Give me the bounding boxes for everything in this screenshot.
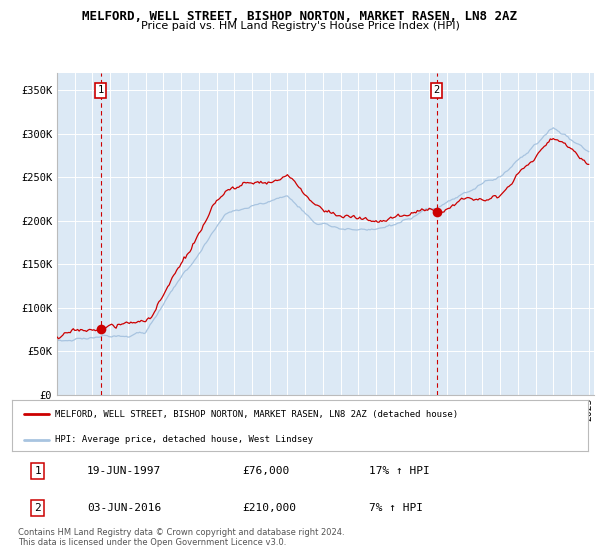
Text: 1: 1: [35, 466, 41, 476]
Text: £76,000: £76,000: [242, 466, 290, 476]
Text: MELFORD, WELL STREET, BISHOP NORTON, MARKET RASEN, LN8 2AZ: MELFORD, WELL STREET, BISHOP NORTON, MAR…: [83, 10, 517, 22]
Text: 2: 2: [35, 503, 41, 513]
Text: £210,000: £210,000: [242, 503, 296, 513]
Text: Price paid vs. HM Land Registry's House Price Index (HPI): Price paid vs. HM Land Registry's House …: [140, 21, 460, 31]
Text: 03-JUN-2016: 03-JUN-2016: [87, 503, 161, 513]
Text: MELFORD, WELL STREET, BISHOP NORTON, MARKET RASEN, LN8 2AZ (detached house): MELFORD, WELL STREET, BISHOP NORTON, MAR…: [55, 409, 458, 418]
Text: 2: 2: [433, 85, 440, 95]
Text: Contains HM Land Registry data © Crown copyright and database right 2024.
This d: Contains HM Land Registry data © Crown c…: [18, 528, 344, 548]
Text: 17% ↑ HPI: 17% ↑ HPI: [369, 466, 430, 476]
Text: 1: 1: [97, 85, 104, 95]
Text: HPI: Average price, detached house, West Lindsey: HPI: Average price, detached house, West…: [55, 435, 313, 444]
Text: 19-JUN-1997: 19-JUN-1997: [87, 466, 161, 476]
Text: 7% ↑ HPI: 7% ↑ HPI: [369, 503, 423, 513]
